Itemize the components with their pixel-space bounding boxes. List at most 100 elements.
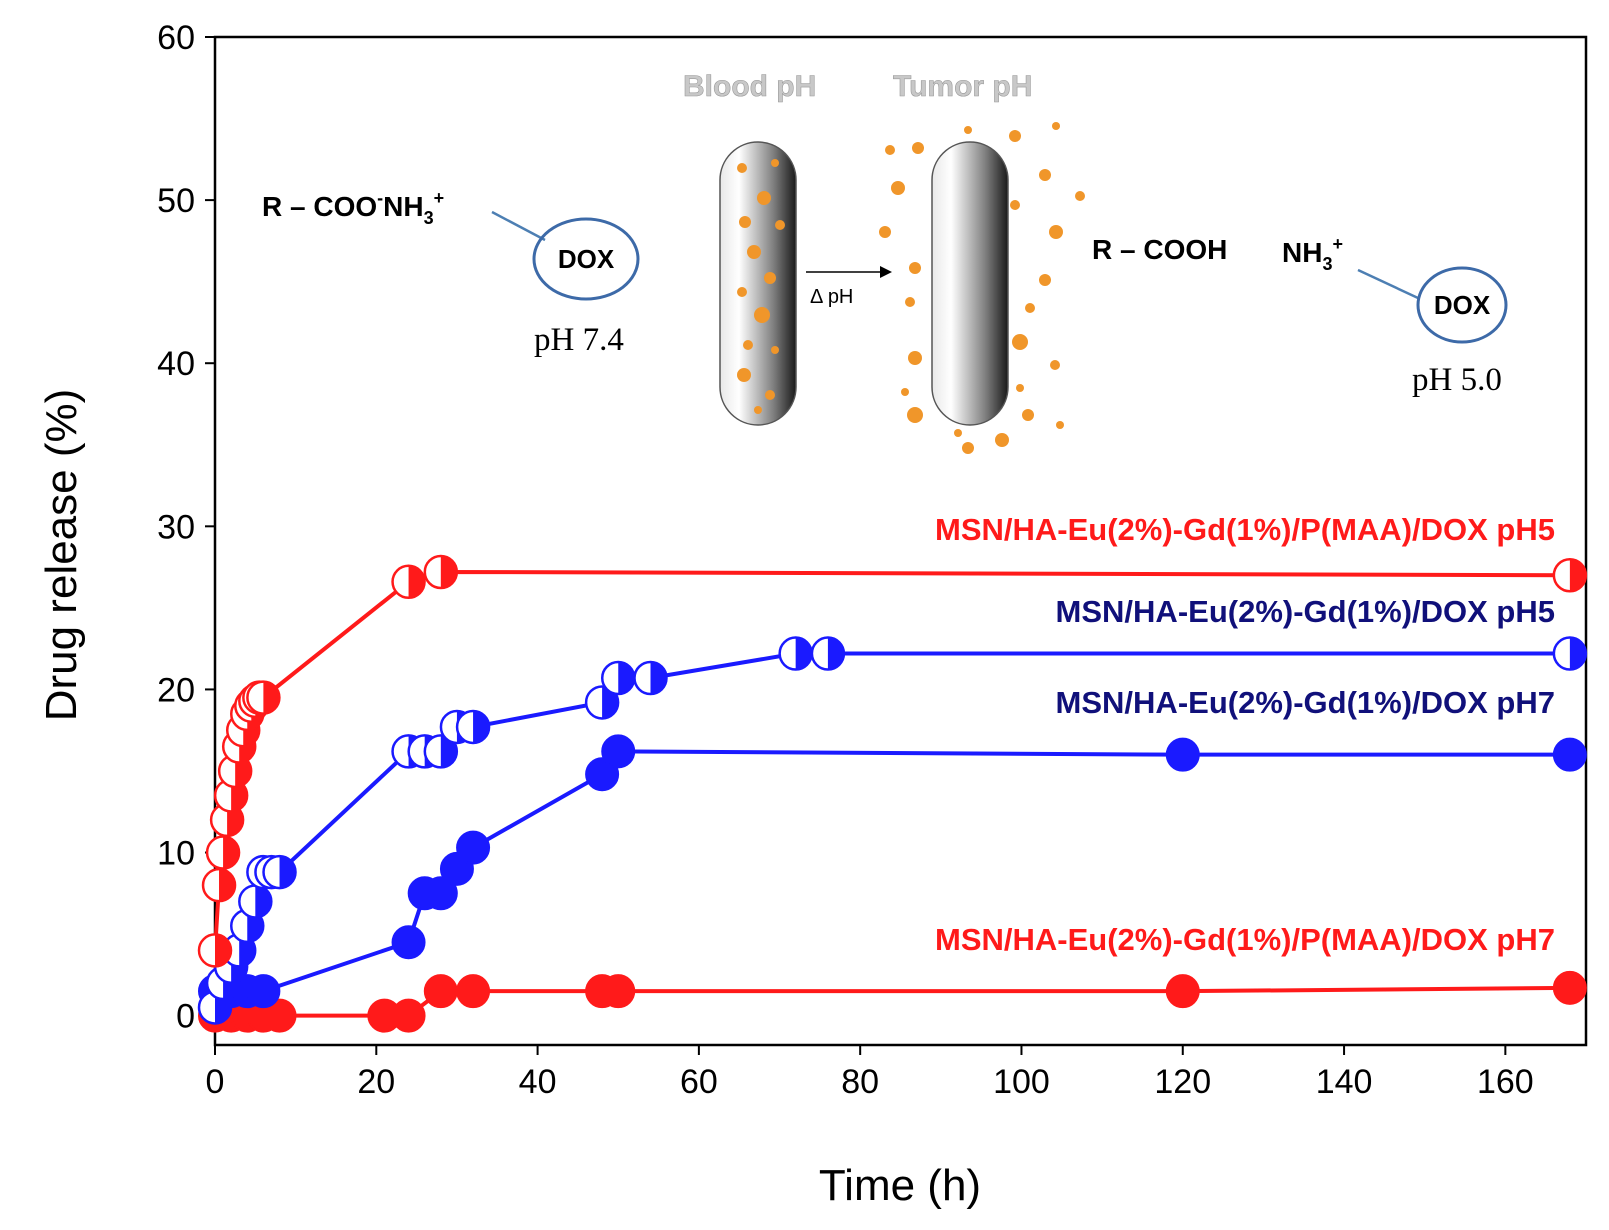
- x-axis: 0 20 40 60 80 100 120 140 160: [206, 1045, 1534, 1101]
- point-half: [1569, 559, 1586, 592]
- drug-particle: [743, 340, 753, 350]
- point-half: [1569, 637, 1586, 670]
- x-tick-label: 160: [1477, 1063, 1534, 1101]
- drug-particle: [905, 297, 915, 307]
- plot-frame: [213, 35, 1588, 1047]
- point-half: [408, 565, 425, 598]
- data-point: [1552, 558, 1588, 593]
- x-tick-label: 80: [841, 1063, 879, 1101]
- point-fill: [601, 974, 636, 1009]
- data-point: [391, 564, 426, 600]
- point-half: [215, 934, 231, 967]
- data-point: [456, 830, 491, 865]
- x-tick-label: 40: [519, 1063, 557, 1101]
- right-dox-circle: [1416, 266, 1508, 344]
- drug-particle: [1049, 225, 1063, 239]
- x-tick-label: 140: [1316, 1063, 1373, 1101]
- data-point: [423, 876, 458, 911]
- left-ph-label: pH 7.4: [534, 322, 624, 358]
- data-point: [391, 925, 426, 960]
- drug-particle: [754, 406, 762, 414]
- y-tick-label: 50: [157, 182, 195, 220]
- drug-particle: [754, 307, 770, 323]
- data-point: [455, 709, 491, 745]
- data-point: [246, 680, 281, 715]
- drug-particle: [1022, 409, 1034, 421]
- series-3: [198, 970, 1587, 1033]
- drug-particle: [995, 433, 1009, 447]
- drug-particle: [737, 287, 747, 297]
- point-half: [263, 681, 280, 714]
- point-fill: [601, 734, 636, 769]
- y-axis: 0 10 20 30 40 50 60: [157, 19, 215, 1036]
- series-label-1: MSN/HA-Eu(2%)-Gd(1%)/DOX pH5: [1056, 594, 1555, 629]
- drug-particle: [1025, 303, 1035, 313]
- data-point: [1552, 636, 1588, 671]
- drug-particle: [1009, 130, 1021, 142]
- drug-particle: [1075, 191, 1085, 201]
- drug-particle: [908, 351, 922, 365]
- drug-particle: [1056, 421, 1064, 429]
- data-point: [601, 734, 636, 769]
- series-label-0: MSN/HA-Eu(2%)-Gd(1%)/P(MAA)/DOX pH5: [935, 512, 1555, 547]
- drug-particle: [765, 390, 775, 400]
- data-point: [600, 660, 636, 696]
- series-2: [198, 734, 1587, 1009]
- rod-released: [931, 141, 1009, 426]
- data-point: [197, 933, 233, 968]
- data-point: [391, 998, 426, 1033]
- y-tick-label: 60: [157, 19, 195, 57]
- drug-particle: [962, 442, 974, 454]
- point-fill: [423, 876, 458, 911]
- point-half: [255, 885, 272, 918]
- right-formula: R – COOH: [1092, 234, 1227, 265]
- tumor-ph-label: Tumor pH: [893, 70, 1032, 103]
- drug-particle: [909, 262, 921, 274]
- y-tick-label: 40: [157, 345, 195, 383]
- drug-particle: [775, 220, 785, 230]
- right-ph-label: pH 5.0: [1412, 362, 1502, 398]
- drug-particle: [739, 216, 751, 228]
- drug-particle: [737, 163, 747, 173]
- blood-ph-label: Blood pH: [683, 70, 816, 103]
- drug-particle: [771, 346, 779, 354]
- series-label-2: MSN/HA-Eu(2%)-Gd(1%)/DOX pH7: [1056, 685, 1555, 720]
- data-point: [423, 974, 458, 1009]
- point-half: [650, 662, 667, 695]
- drug-particle: [1016, 384, 1024, 392]
- data-point: [633, 660, 668, 696]
- point-half: [827, 637, 844, 670]
- x-tick-label: 0: [206, 1063, 225, 1101]
- drug-particle: [1052, 122, 1060, 130]
- rod-loaded: [719, 141, 797, 426]
- right-nh3: NH3+: [1282, 234, 1343, 274]
- data-point: [810, 636, 846, 671]
- point-fill: [391, 998, 426, 1033]
- data-point: [201, 867, 237, 903]
- point-fill: [1165, 737, 1200, 772]
- point-fill: [391, 925, 426, 960]
- drug-particles-released: [879, 122, 1085, 454]
- point-fill: [423, 974, 458, 1009]
- drug-particle: [1010, 200, 1020, 210]
- data-point: [1552, 970, 1587, 1005]
- drug-particle: [737, 368, 751, 382]
- drug-particle: [757, 191, 771, 205]
- data-point: [1165, 974, 1200, 1009]
- point-half: [618, 662, 635, 695]
- x-tick-label: 60: [680, 1063, 718, 1101]
- point-fill: [456, 830, 491, 865]
- drug-particle: [885, 145, 895, 155]
- y-tick-label: 0: [176, 998, 195, 1036]
- data-point: [262, 854, 297, 890]
- right-bond-line: [1357, 268, 1419, 300]
- point-half: [219, 869, 236, 902]
- mechanism-inset: R – COO-NH3+ DOX pH 7.4 Blood pH Tumor p…: [262, 70, 1508, 454]
- data-point: [262, 998, 297, 1033]
- right-dox-label: DOX: [1434, 290, 1491, 320]
- point-fill: [1552, 737, 1587, 772]
- x-axis-title: Time (h): [819, 1161, 981, 1210]
- left-formula: R – COO-NH3+: [262, 188, 444, 228]
